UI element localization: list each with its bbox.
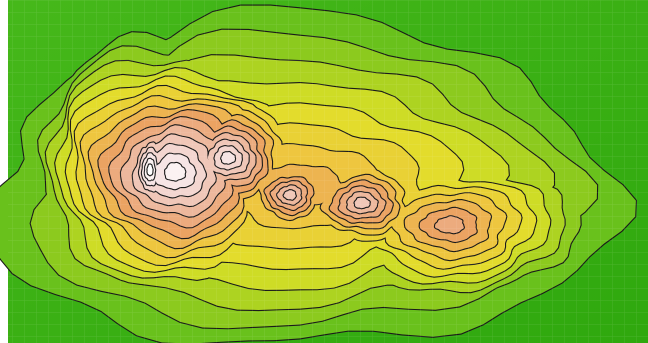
grid-overlay — [8, 0, 648, 343]
page: (() => { const data = JSON.parse(documen… — [0, 0, 648, 343]
contour-map — [0, 0, 648, 343]
